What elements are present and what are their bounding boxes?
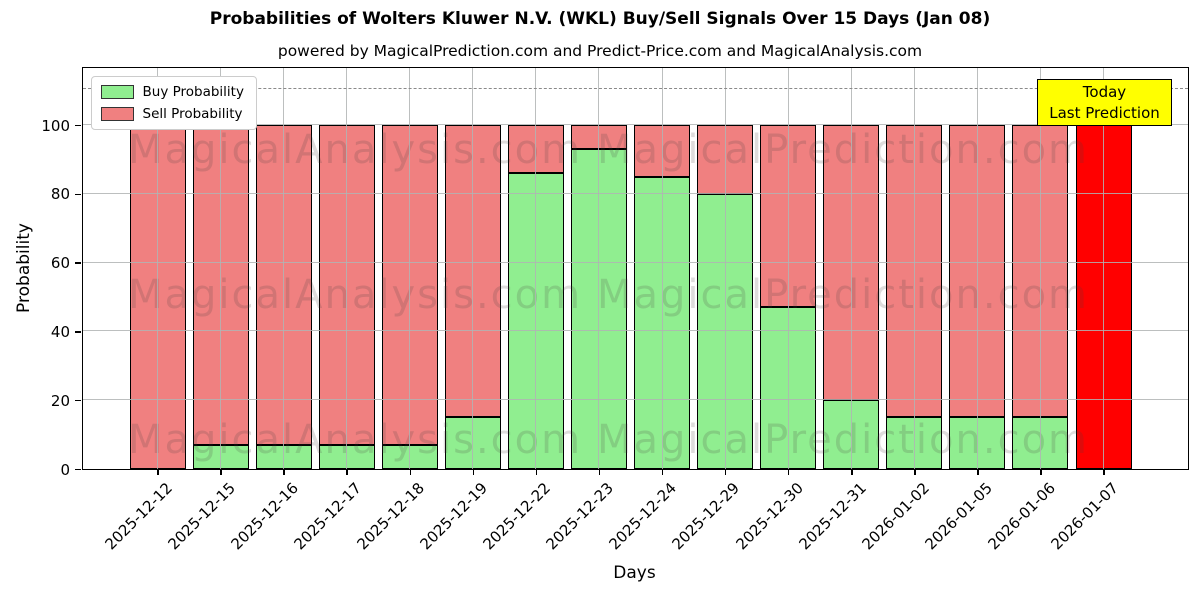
watermark-analysis: MagicalAnalysis.com <box>128 417 583 463</box>
y-tick-label: 40 <box>50 322 70 341</box>
legend-label-buy: Buy Probability <box>142 84 244 100</box>
x-tick-mark <box>977 469 979 475</box>
y-tick-mark <box>75 468 81 471</box>
x-tick-mark <box>1040 469 1042 475</box>
x-tick-mark <box>661 469 664 475</box>
watermark-prediction: MagicalPrediction.com <box>597 127 1089 173</box>
x-axis-label: Days <box>613 563 656 583</box>
x-tick-mark <box>409 469 412 475</box>
today-annotation-box: Today Last Prediction <box>1037 79 1172 126</box>
y-tick-label: 60 <box>50 254 70 273</box>
horizontal-gridline <box>82 330 1188 332</box>
legend-label-sell: Sell Probability <box>142 106 243 122</box>
y-axis-label: Probability <box>14 223 34 313</box>
x-tick-label: 2026-01-02 <box>858 478 933 553</box>
x-tick-mark <box>535 469 538 475</box>
sell-swatch-icon <box>100 107 134 121</box>
y-tick-label: 80 <box>50 185 70 204</box>
x-tick-mark <box>914 469 916 475</box>
x-tick-mark <box>598 469 601 475</box>
y-tick-mark <box>75 262 81 264</box>
x-tick-mark <box>220 469 222 475</box>
horizontal-gridline <box>82 192 1188 194</box>
x-tick-mark <box>283 469 285 475</box>
x-tick-mark <box>787 469 790 475</box>
watermark-analysis: MagicalAnalysis.com <box>128 272 583 318</box>
x-tick-mark <box>346 469 348 475</box>
x-tick-mark <box>851 469 853 475</box>
legend: Buy Probability Sell Probability <box>90 76 257 130</box>
chart-title: Probabilities of Wolters Kluwer N.V. (WK… <box>209 9 991 29</box>
watermark-prediction: MagicalPrediction.com <box>597 272 1089 318</box>
y-tick-mark <box>75 124 81 127</box>
x-tick-label: 2026-01-07 <box>1047 478 1122 553</box>
x-tick-label: 2025-12-29 <box>668 478 744 553</box>
x-tick-label: 2025-12-12 <box>101 478 176 553</box>
today-annotation-line2: Last Prediction <box>1049 103 1160 122</box>
threshold-dashed-line <box>82 87 1188 89</box>
watermark-prediction: MagicalPrediction.com <box>597 417 1089 463</box>
y-tick-mark <box>75 331 81 333</box>
buy-swatch-icon <box>100 85 134 99</box>
legend-item-buy: Buy Probability <box>100 84 244 100</box>
horizontal-gridline <box>82 399 1188 401</box>
horizontal-gridline <box>82 261 1188 263</box>
y-tick-label: 0 <box>60 460 70 479</box>
x-tick-mark <box>472 469 475 475</box>
y-tick-label: 100 <box>41 116 70 135</box>
today-annotation-line1: Today <box>1082 82 1127 101</box>
watermark-analysis: MagicalAnalysis.com <box>128 127 583 173</box>
x-tick-label: 2025-12-31 <box>795 478 870 553</box>
x-tick-label: 2026-01-05 <box>921 478 996 553</box>
x-tick-mark <box>1103 469 1105 475</box>
x-tick-label: 2026-01-06 <box>984 478 1059 553</box>
x-tick-mark <box>724 469 727 475</box>
x-tick-mark <box>157 469 159 475</box>
y-tick-mark <box>75 193 81 196</box>
y-tick-mark <box>75 399 81 402</box>
y-tick-label: 20 <box>50 391 70 410</box>
legend-item-sell: Sell Probability <box>100 106 244 122</box>
chart-subtitle: powered by MagicalPrediction.com and Pre… <box>277 42 923 60</box>
vertical-gridline <box>1103 68 1105 469</box>
x-tick-label: 2025-12-30 <box>732 478 807 553</box>
